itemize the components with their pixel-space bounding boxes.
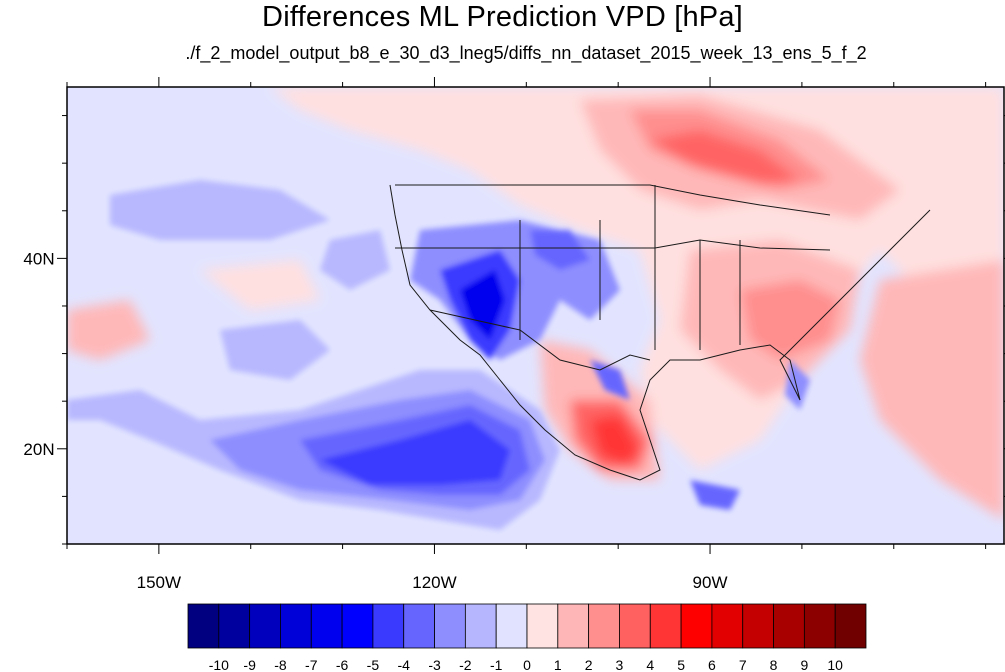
colorbar-swatch [280,603,312,649]
colorbar-swatch [310,603,343,649]
colorbar-swatch [434,603,466,649]
colorbar-swatch [341,603,374,649]
colorbar-swatch [464,603,497,649]
colorbar-swatch [372,603,405,649]
colorbar-swatch [773,603,805,649]
x-tick-label: 120W [412,573,456,592]
colorbar-label: 4 [646,657,654,672]
colorbar-swatch [619,603,651,649]
colorbar-swatch [249,603,281,649]
colorbar-swatch [711,603,744,649]
colorbar-swatch [557,603,590,649]
colorbar [187,603,867,649]
colorbar-swatch [649,603,682,649]
positive-anomaly-areas [67,87,1004,520]
colorbar-swatch [495,603,528,649]
colorbar-swatch [526,603,559,649]
axis-tick-labels: 150W 120W 90W 40N 20N [23,249,727,592]
colorbar-label: 10 [827,657,843,672]
colorbar-label: -9 [243,657,256,672]
colorbar-label: -5 [367,657,380,672]
colorbar-label: -3 [428,657,441,672]
colorbar-swatch [218,603,251,649]
colorbar-label: 7 [739,657,747,672]
colorbar-label: 2 [585,657,593,672]
y-tick-label: 40N [23,249,54,268]
x-tick-label: 90W [693,573,728,592]
map-field [67,87,1004,544]
colorbar-label: -8 [274,657,287,672]
plot-subtitle: ./f_2_model_output_b8_e_30_d3_lneg5/diff… [185,43,867,63]
negative-anomaly-areas [67,180,810,530]
colorbar-swatch [834,603,867,649]
colorbar-swatch [403,603,435,649]
colorbar-label: 8 [770,657,778,672]
colorbar-label: -7 [305,657,318,672]
colorbar-label: -4 [398,657,411,672]
colorbar-swatch [680,603,713,649]
colorbar-label: 5 [677,657,685,672]
colorbar-label: 3 [616,657,624,672]
colorbar-label: 0 [523,657,531,672]
colorbar-swatch [187,603,220,649]
x-tick-label: 150W [137,573,181,592]
colorbar-swatch [803,603,836,649]
plot-title: Differences ML Prediction VPD [hPa] [262,1,743,33]
colorbar-label: -1 [490,657,503,672]
colorbar-swatch [588,603,620,649]
map-frame [66,86,1005,545]
colorbar-label: -10 [209,657,229,672]
colorbar-label: -6 [336,657,349,672]
colorbar-label: 1 [554,657,562,672]
colorbar-label: -2 [459,657,472,672]
colorbar-labels: -10 -9 -8 -7 -6 -5 -4 -3 -2 -1 0 1 2 3 4 5 6 7 8 9 10 [209,657,843,672]
y-tick-label: 20N [23,440,54,459]
map-boundaries [389,184,931,481]
colorbar-label: 9 [800,657,808,672]
colorbar-label: 6 [708,657,716,672]
colorbar-swatch [742,603,774,649]
